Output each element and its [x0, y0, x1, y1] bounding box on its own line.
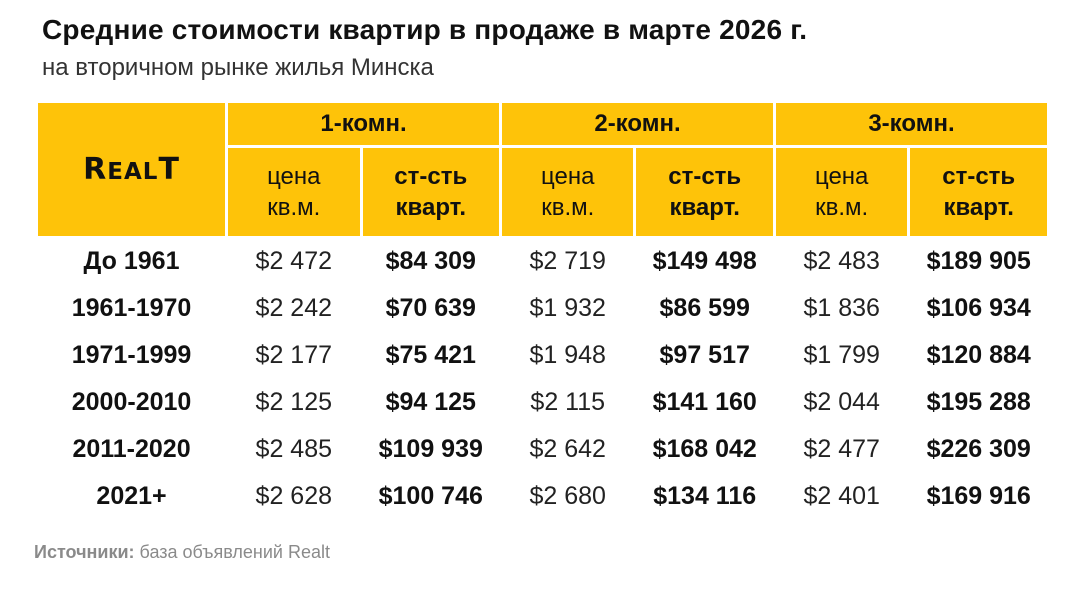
price-per-sqm: $2 483 [803, 246, 880, 275]
price-per-sqm: $2 115 [530, 387, 606, 416]
price-per-sqm: $2 680 [529, 481, 606, 510]
price-per-sqm: $2 485 [255, 434, 333, 463]
subheader-total: ст-сть кварт. [910, 148, 1047, 236]
subheader-price: цена кв.м. [502, 148, 634, 236]
table-row: 2000-2010 $2 125 $94 125 $2 115 $141 160… [38, 380, 1047, 424]
apartment-price: $75 421 [385, 340, 476, 369]
apartment-price: $141 160 [652, 387, 757, 416]
price-per-sqm: $1 836 [803, 293, 880, 322]
apartment-price: $70 639 [385, 293, 476, 322]
chart-title: Средние стоимости квартир в продаже в ма… [42, 14, 808, 45]
price-per-sqm: $2 472 [255, 246, 333, 275]
apartment-price: $169 916 [926, 481, 1031, 510]
apartment-price: $84 309 [385, 246, 476, 275]
period-label: 2011-2020 [72, 434, 191, 463]
period-label: 1971-1999 [71, 340, 192, 369]
price-per-sqm: $2 242 [255, 293, 333, 322]
chart-subtitle: на вторичном рынке жилья Минска [42, 54, 434, 81]
price-per-sqm: $1 948 [529, 340, 606, 369]
price-per-sqm: $1 799 [803, 340, 880, 369]
realt-logo: REALT [83, 152, 180, 187]
price-per-sqm: $2 401 [803, 481, 880, 510]
apartment-price: $109 939 [378, 434, 483, 463]
period-label: До 1961 [83, 246, 180, 275]
source-note: Источники: база объявлений Realt [34, 542, 330, 563]
apartment-price: $195 288 [926, 387, 1031, 416]
subheader-price: цена кв.м. [228, 148, 360, 236]
period-label: 2021+ [96, 481, 167, 510]
period-label: 1961-1970 [71, 293, 192, 322]
table-row: 1961-1970 $2 242 $70 639 $1 932 $86 599 … [38, 286, 1047, 330]
group-header-1room: 1-комн. [228, 103, 500, 145]
apartment-price: $120 884 [926, 340, 1031, 369]
group-header-3room: 3-комн. [775, 103, 1047, 145]
price-per-sqm: $1 932 [529, 293, 606, 322]
apartment-price: $168 042 [652, 434, 757, 463]
price-table: REALT 1-комн. 2-комн. 3-комн. цена кв.м. … [35, 100, 1050, 521]
price-per-sqm: $2 177 [255, 340, 333, 369]
subheader-row: цена кв.м. ст-сть кварт. цена кв.м. ст-сть к… [38, 148, 1047, 236]
apartment-price: $149 498 [652, 246, 757, 275]
apartment-price: $106 934 [926, 293, 1031, 322]
apartment-price: $100 746 [378, 481, 483, 510]
apartment-price: $189 905 [926, 246, 1031, 275]
apartment-price: $94 125 [385, 387, 476, 416]
subheader-total: ст-сть кварт. [362, 148, 500, 236]
price-per-sqm: $2 044 [803, 387, 880, 416]
price-per-sqm: $2 628 [255, 481, 333, 510]
subheader-price: цена кв.м. [775, 148, 908, 236]
apartment-price: $226 309 [926, 434, 1031, 463]
source-label: Источники: [34, 542, 135, 562]
price-per-sqm: $2 125 [255, 387, 333, 416]
subheader-total: ст-сть кварт. [636, 148, 773, 236]
price-per-sqm: $2 642 [529, 434, 606, 463]
table-row: 2021+ $2 628 $100 746 $2 680 $134 116 $2… [38, 474, 1047, 518]
table-body: До 1961 $2 472 $84 309 $2 719 $149 498 $… [38, 239, 1047, 518]
price-per-sqm: $2 719 [529, 246, 606, 275]
table-row: 2011-2020 $2 485 $109 939 $2 642 $168 04… [38, 427, 1047, 471]
apartment-price: $97 517 [659, 340, 750, 369]
period-label: 2000-2010 [71, 387, 192, 416]
group-header-2room: 2-комн. [502, 103, 773, 145]
apartment-price: $86 599 [659, 293, 750, 322]
table-row: До 1961 $2 472 $84 309 $2 719 $149 498 $… [38, 239, 1047, 283]
brand-cell: REALT [38, 103, 226, 236]
price-per-sqm: $2 477 [803, 434, 880, 463]
apartment-price: $134 116 [653, 481, 757, 510]
source-text: база объявлений Realt [139, 542, 330, 562]
table-row: 1971-1999 $2 177 $75 421 $1 948 $97 517 … [38, 333, 1047, 377]
